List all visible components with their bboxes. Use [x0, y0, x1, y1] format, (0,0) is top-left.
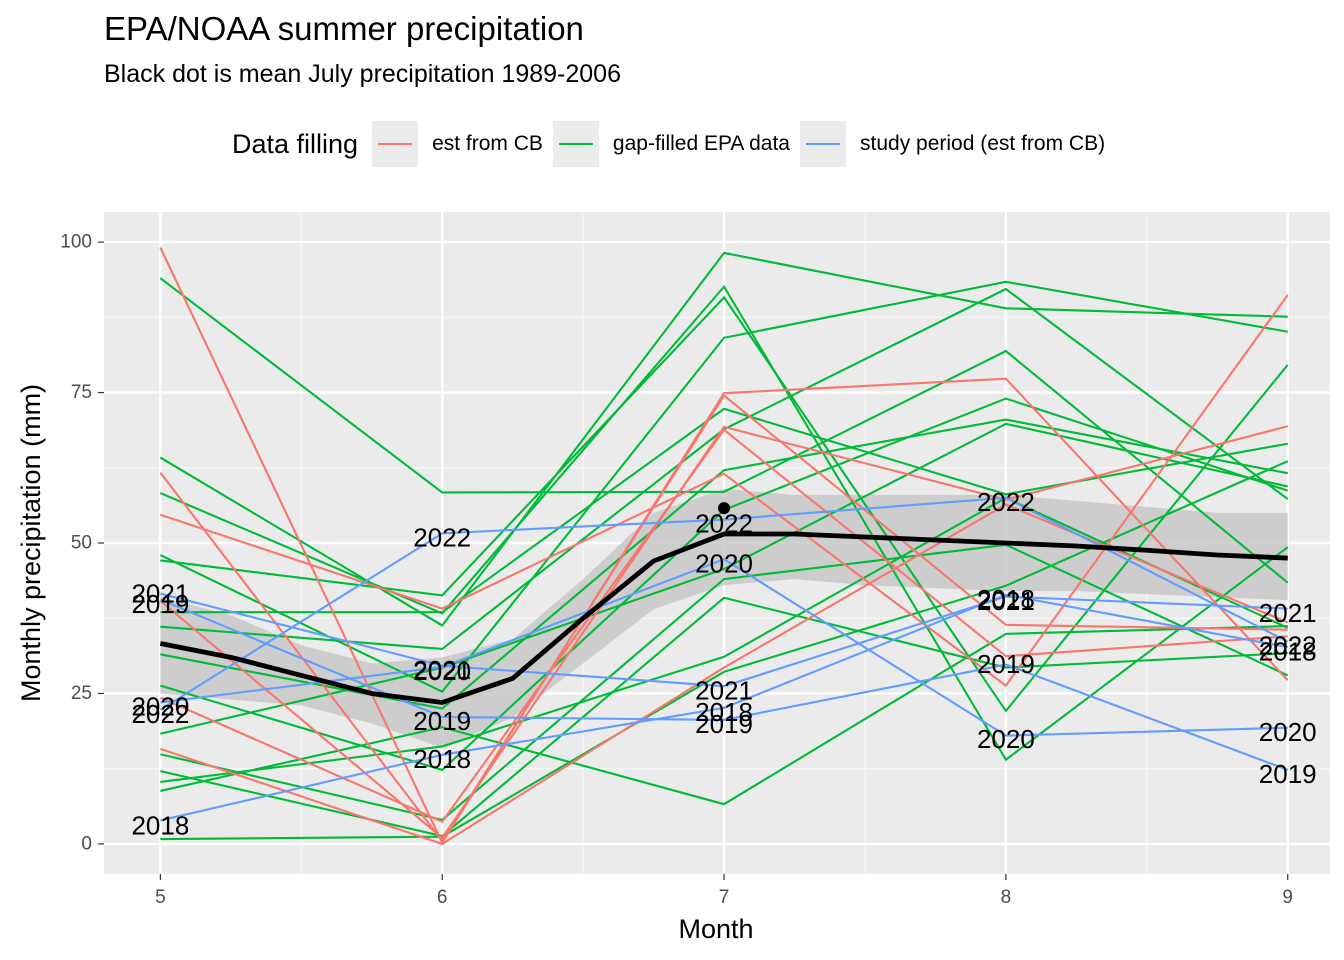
year-label: 2022: [695, 509, 753, 539]
y-tick-label: 100: [60, 232, 92, 253]
year-label: 2020: [977, 724, 1035, 754]
year-label: 2022: [413, 523, 471, 553]
x-tick-label: 7: [719, 887, 730, 908]
series-line-gap-filled-epa-data: [160, 295, 1289, 713]
year-label: 2022: [1259, 630, 1317, 660]
series-line-gap-filled-epa-data: [159, 251, 1288, 627]
year-label: 2019: [977, 649, 1035, 679]
year-label: 2022: [977, 487, 1035, 517]
series-line-gap-filled-epa-data: [159, 284, 1289, 762]
year-label: 2018: [977, 584, 1035, 614]
y-tick-label: 50: [71, 533, 92, 554]
year-label: 2020: [1259, 717, 1317, 747]
legend-label-est-from-cb: est from CB: [432, 132, 543, 155]
legend-title: Data filling: [232, 128, 359, 159]
legend-label-gap-filled-epa: gap-filled EPA data: [612, 132, 790, 155]
year-label: 2019: [1259, 759, 1317, 789]
series-line-study-period-est-from-cb: [160, 558, 1288, 737]
year-label: 2020: [695, 548, 753, 578]
year-label: 2018: [413, 744, 471, 774]
series-line-est-from-cb: [160, 503, 1289, 846]
legend-key-est-from-cb: [372, 121, 419, 167]
series-line-est-from-cb: [159, 247, 1289, 845]
x-axis-title: Month: [678, 914, 753, 944]
smooth-confidence-band: [160, 488, 1288, 748]
series-line-est-from-cb: [159, 428, 1288, 823]
smooth-trend-line: [159, 531, 1288, 705]
x-tick-label: 9: [1282, 887, 1293, 908]
year-label: 2021: [695, 675, 753, 705]
year-label: 2021: [977, 586, 1035, 616]
year-label: 2019: [695, 709, 753, 739]
y-tick-label: 0: [81, 833, 92, 854]
series-line-est-from-cb: [160, 294, 1289, 688]
year-label: 2018: [1259, 636, 1317, 666]
legend-swatch-study-period: [806, 143, 840, 145]
chart-title: EPA/NOAA summer precipitation: [104, 10, 584, 47]
x-tick-label: 5: [155, 887, 166, 908]
legend-item-study-period: study period (est from CB): [800, 121, 1105, 167]
legend-item-est-from-cb: est from CB: [372, 121, 543, 167]
legend-key-gap-filled-epa: [552, 121, 599, 167]
year-label: 2018: [695, 697, 753, 727]
series-line-gap-filled-epa-data: [160, 543, 1289, 821]
series-line-est-from-cb: [159, 425, 1288, 840]
year-label: 2021: [413, 655, 471, 685]
legend-key-study-period: [800, 121, 846, 167]
year-label: 2021: [1259, 598, 1317, 628]
series-line-gap-filled-epa-data: [160, 625, 1288, 806]
series-line-gap-filled-epa-data: [160, 596, 1288, 838]
series-line-study-period-est-from-cb: [160, 593, 1288, 822]
year-label: 2020: [413, 656, 471, 686]
legend-label-study-period: study period (est from CB): [860, 132, 1106, 155]
chart-subtitle: Black dot is mean July precipitation 198…: [104, 60, 621, 88]
series-line-est-from-cb: [159, 393, 1288, 843]
legend-item-gap-filled-epa: gap-filled EPA data: [552, 121, 790, 167]
year-label: 2020: [131, 692, 189, 722]
y-tick-label: 75: [71, 382, 92, 403]
series-line-gap-filled-epa-data: [160, 407, 1288, 614]
year-label: 2019: [131, 589, 189, 619]
year-label: 2021: [131, 579, 189, 609]
x-tick-label: 8: [1001, 887, 1012, 908]
x-tick-label: 6: [437, 887, 448, 908]
year-label: 2019: [413, 706, 471, 736]
year-label: 2018: [131, 810, 189, 840]
year-label: 2022: [131, 699, 189, 729]
y-tick-label: 25: [71, 683, 92, 704]
mean-july-point: [718, 502, 731, 515]
y-axis-title: Monthly precipitation (mm): [16, 384, 46, 702]
legend-swatch-est-from-cb: [378, 143, 413, 145]
legend: Data filling est from CB gap-filled EPA …: [232, 120, 1115, 168]
series-line-study-period-est-from-cb: [160, 592, 1288, 688]
legend-swatch-gap-filled-epa: [558, 143, 593, 145]
